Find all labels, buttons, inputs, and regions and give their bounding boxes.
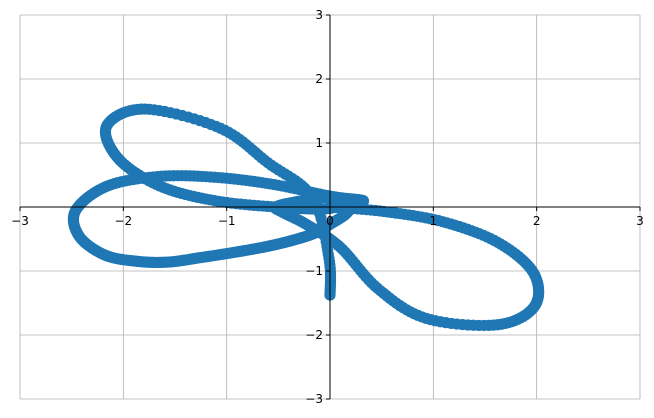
- x-tick-label: −2: [114, 214, 132, 228]
- x-tick-label: −3: [11, 214, 29, 228]
- y-tick-label: 3: [315, 8, 323, 22]
- x-tick-label: −1: [218, 214, 236, 228]
- y-tick-label: 2: [315, 72, 323, 86]
- x-tick-label: 0: [326, 214, 334, 228]
- x-tick-label: 3: [636, 214, 644, 228]
- x-tick-label: 1: [430, 214, 438, 228]
- y-tick-label: −2: [305, 328, 323, 342]
- y-tick-label: −3: [305, 392, 323, 406]
- x-tick-label: 2: [533, 214, 541, 228]
- x-ticks: −3 −2 −1 0 1 2 3: [11, 207, 644, 228]
- y-tick-label: 1: [315, 136, 323, 150]
- y-ticks: −3 −2 −1 1 2 3: [305, 8, 330, 406]
- y-tick-label: −1: [305, 264, 323, 278]
- series-layer: [67, 103, 545, 332]
